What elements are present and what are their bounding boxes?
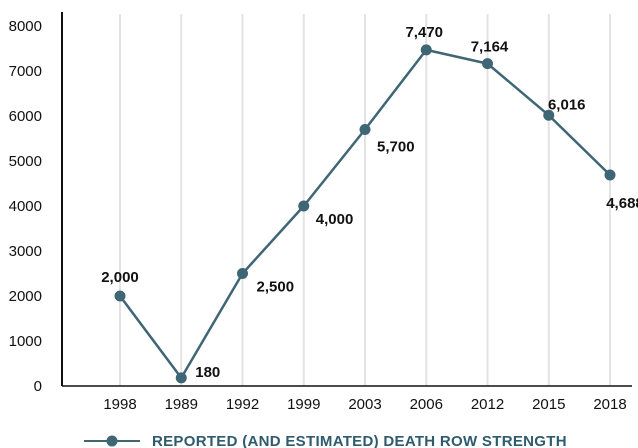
y-tick-label-0: 0 [34, 378, 42, 395]
data-point-2015 [543, 109, 555, 121]
x-tick-label-2006: 2006 [410, 396, 443, 413]
data-point-1998 [114, 290, 126, 302]
y-tick-label-3000: 3000 [9, 243, 42, 260]
data-point-2003 [359, 124, 371, 135]
data-point-1999 [298, 200, 310, 212]
x-tick-label-1992: 1992 [226, 396, 259, 413]
y-tick-label-7000: 7000 [9, 63, 42, 80]
y-tick-label-5000: 5000 [9, 153, 42, 170]
data-label-2018: 4,688 [606, 195, 638, 212]
y-tick-label-4000: 4000 [9, 198, 42, 215]
x-tick-label-1999: 1999 [287, 396, 320, 413]
y-tick-label-1000: 1000 [9, 333, 42, 350]
gridlines [119, 14, 611, 386]
data-points [114, 44, 616, 384]
x-tick-labels: 1998 1989 1992 1999 2003 2006 2012 2015 2018 [103, 396, 626, 413]
data-label-1992: 2,500 [257, 279, 295, 296]
legend: REPORTED (AND ESTIMATED) DEATH ROW STREN… [84, 433, 567, 448]
data-label-2012: 7,164 [471, 39, 509, 56]
data-label-1989: 180 [195, 364, 220, 381]
axes [61, 12, 632, 387]
x-tick-label-2018: 2018 [593, 396, 626, 413]
data-label-2006: 7,470 [405, 24, 443, 41]
data-point-1992 [237, 268, 248, 279]
y-tick-labels: 0 1000 2000 3000 4000 5000 6000 7000 8000 [9, 18, 42, 395]
y-tick-label-8000: 8000 [9, 18, 42, 35]
legend-label: REPORTED (AND ESTIMATED) DEATH ROW STREN… [152, 433, 567, 448]
x-tick-label-2003: 2003 [348, 396, 381, 413]
x-tick-label-1989: 1989 [165, 396, 198, 413]
data-point-2018 [604, 169, 616, 181]
legend-point-marker [106, 435, 118, 447]
data-point-2006 [420, 44, 432, 56]
data-label-1998: 2,000 [101, 269, 139, 286]
y-tick-label-2000: 2000 [9, 288, 42, 305]
data-label-2015: 6,016 [548, 96, 586, 113]
data-labels: 2,000 180 2,500 4,000 5,700 7,470 7,164 6,016 4,… [101, 24, 638, 381]
y-tick-label-6000: 6000 [9, 108, 42, 125]
data-label-1999: 4,000 [316, 211, 354, 228]
x-tick-label-1998: 1998 [103, 396, 136, 413]
data-point-1989 [175, 372, 187, 384]
data-label-2003: 5,700 [377, 139, 415, 156]
x-tick-label-2015: 2015 [532, 396, 565, 413]
x-tick-label-2012: 2012 [471, 396, 504, 413]
data-point-2012 [482, 58, 493, 70]
